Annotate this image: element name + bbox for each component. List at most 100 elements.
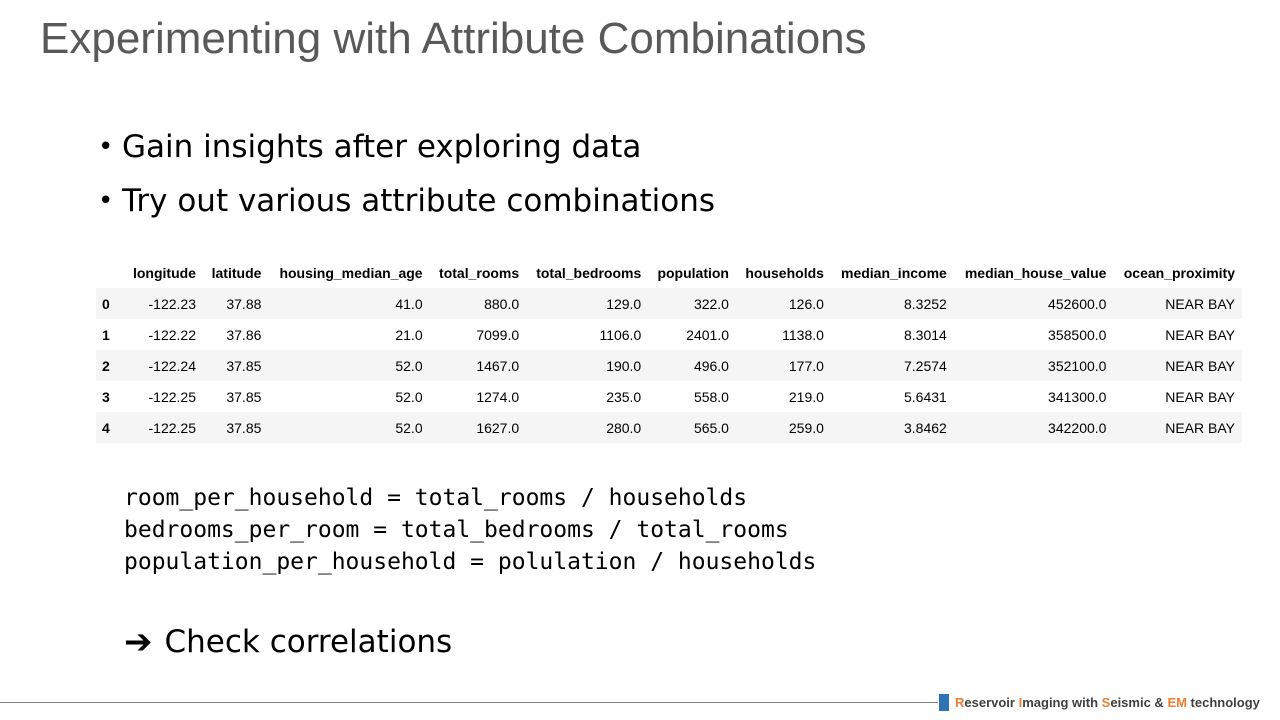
bullet-text: Try out various attribute combinations <box>122 183 716 219</box>
table-cell: 1274.0 <box>476 388 520 405</box>
footer-text-part: EM <box>1167 695 1187 710</box>
table-cell: NEAR BAY <box>1165 419 1235 436</box>
bullet-dot-icon: • <box>98 132 114 162</box>
footer-text-part: maging with <box>1022 695 1102 710</box>
conclusion: ➔ Check correlations <box>124 622 452 662</box>
table-cell: 5.6431 <box>904 388 947 405</box>
table-row: 0 -122.23 37.88 41.0 880.0 129.0 322.0 126.0 8.3… <box>96 288 1242 319</box>
column-header: latitude <box>211 265 262 281</box>
table-cell: -122.25 <box>148 419 196 436</box>
table-cell: 37.85 <box>226 357 262 374</box>
table-cell: 52.0 <box>395 388 423 405</box>
table-cell: 496.0 <box>693 357 729 374</box>
table-cell: 1467.0 <box>476 357 520 374</box>
table-row: 2 -122.24 37.85 52.0 1467.0 190.0 496.0 177.0 7.… <box>96 350 1242 381</box>
table-cell: 52.0 <box>395 419 423 436</box>
table-cell: 322.0 <box>693 295 729 312</box>
table-cell: 126.0 <box>788 295 824 312</box>
column-header: total_bedrooms <box>536 265 642 281</box>
footer-divider <box>0 702 938 703</box>
index-header <box>96 258 124 288</box>
column-header: ocean_proximity <box>1123 265 1235 281</box>
row-index: 1 <box>102 326 110 343</box>
table-cell: 37.88 <box>226 295 262 312</box>
table-cell: NEAR BAY <box>1165 326 1235 343</box>
table-row: 3 -122.25 37.85 52.0 1274.0 235.0 558.0 219.0 5.… <box>96 381 1242 412</box>
column-header: total_rooms <box>439 265 520 281</box>
table-cell: 565.0 <box>693 419 729 436</box>
footer-text-part: S <box>1101 695 1111 710</box>
table-cell: 129.0 <box>606 295 642 312</box>
bullet-item: • Try out various attribute combinations <box>98 174 715 228</box>
row-index: 4 <box>102 419 110 436</box>
code-line: population_per_household = polulation / … <box>124 549 817 575</box>
table-cell: 8.3014 <box>904 326 947 343</box>
column-header: households <box>745 265 824 281</box>
table-cell: 7.2574 <box>904 357 947 374</box>
table-cell: 2401.0 <box>686 326 729 343</box>
bullet-text: Gain insights after exploring data <box>122 129 642 165</box>
table-cell: 219.0 <box>788 388 824 405</box>
table-cell: 358500.0 <box>1048 326 1107 343</box>
table-cell: NEAR BAY <box>1165 357 1235 374</box>
row-index: 2 <box>102 357 110 374</box>
bullet-item: • Gain insights after exploring data <box>98 120 715 174</box>
table-cell: 452600.0 <box>1048 295 1107 312</box>
conclusion-text: Check correlations <box>164 624 453 660</box>
footer-text-part: eismic & <box>1110 695 1168 710</box>
table-cell: -122.23 <box>148 295 196 312</box>
table-cell: 7099.0 <box>476 326 520 343</box>
table-cell: 8.3252 <box>904 295 947 312</box>
table-cell: 37.86 <box>226 326 262 343</box>
table-cell: 37.85 <box>226 419 262 436</box>
table-cell: 235.0 <box>606 388 642 405</box>
code-block: room_per_household = total_rooms / house… <box>124 482 816 578</box>
table-cell: 3.8462 <box>904 419 947 436</box>
table-row: 1 -122.22 37.86 21.0 7099.0 1106.0 2401.0 1138.… <box>96 319 1242 350</box>
row-index: 3 <box>102 388 110 405</box>
table-cell: 177.0 <box>788 357 824 374</box>
table-cell: -122.22 <box>148 326 196 343</box>
footer-text-part: I <box>1018 695 1023 710</box>
table-cell: 880.0 <box>484 295 520 312</box>
table-cell: 1627.0 <box>476 419 520 436</box>
column-header: population <box>657 265 729 281</box>
table-body: 0 -122.23 37.88 41.0 880.0 129.0 322.0 126.0 8.3… <box>96 288 1242 443</box>
table-header-row: longitude latitude housing_median_age total… <box>96 258 1242 288</box>
row-index: 0 <box>102 295 110 312</box>
column-header: median_house_value <box>964 265 1107 281</box>
table-cell: 37.85 <box>226 388 262 405</box>
table-cell: -122.25 <box>148 388 196 405</box>
footer-text-part: technology <box>1186 695 1260 710</box>
table-cell: 21.0 <box>395 326 423 343</box>
footer-text-part: eservoir <box>964 695 1019 710</box>
table-cell: 1138.0 <box>782 326 824 343</box>
bullet-list: • Gain insights after exploring data • Try… <box>98 120 715 228</box>
table-cell: 259.0 <box>788 419 824 436</box>
table-row: 4 -122.25 37.85 52.0 1627.0 280.0 565.0 259.0 3.… <box>96 412 1242 443</box>
table-cell: 352100.0 <box>1048 357 1107 374</box>
table-cell: 280.0 <box>606 419 642 436</box>
table-cell: -122.24 <box>148 357 196 374</box>
footer-text-part: R <box>955 695 965 710</box>
code-line: bedrooms_per_room = total_bedrooms / tot… <box>124 517 789 543</box>
footer-logo-mark <box>939 694 949 711</box>
column-header: median_income <box>841 265 947 281</box>
table-cell: 41.0 <box>395 295 423 312</box>
table-cell: NEAR BAY <box>1165 388 1235 405</box>
column-header: housing_median_age <box>279 265 423 281</box>
table-cell: NEAR BAY <box>1165 295 1235 312</box>
footer-text: Reservoir Imaging with Seismic & EM tech… <box>955 695 1260 710</box>
table-cell: 52.0 <box>395 357 423 374</box>
footer: Reservoir Imaging with Seismic & EM tech… <box>939 694 1260 711</box>
table-cell: 341300.0 <box>1048 388 1107 405</box>
slide-title: Experimenting with Attribute Combination… <box>40 14 867 63</box>
code-line: room_per_household = total_rooms / house… <box>124 485 748 511</box>
table-cell: 342200.0 <box>1048 419 1107 436</box>
table-cell: 1106.0 <box>599 326 642 343</box>
dataframe-table: longitude latitude housing_median_age total… <box>96 258 1242 443</box>
column-header: longitude <box>132 265 196 281</box>
bullet-dot-icon: • <box>98 186 114 216</box>
table-cell: 558.0 <box>693 388 729 405</box>
table-cell: 190.0 <box>606 357 642 374</box>
